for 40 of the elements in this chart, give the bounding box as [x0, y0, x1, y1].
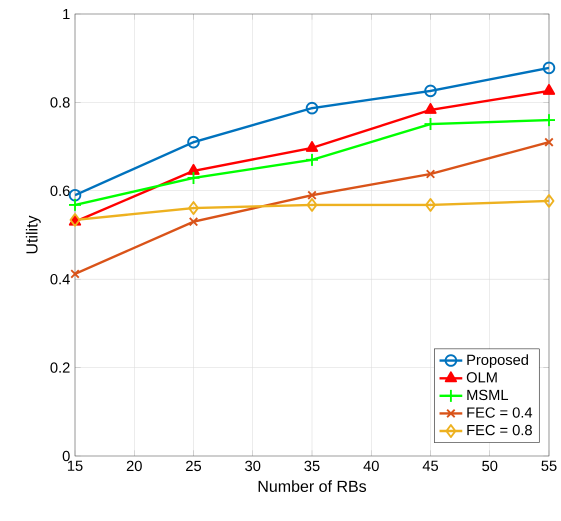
point — [68, 188, 82, 202]
y-tick-label: 0.6 — [50, 186, 70, 196]
point — [68, 198, 82, 212]
x-tick-label: 55 — [541, 460, 557, 471]
x-axis-title: Number of RBs — [258, 480, 366, 492]
point — [544, 137, 554, 147]
x-tick-label: 30 — [245, 460, 260, 472]
legend-label: MSML — [467, 390, 508, 400]
x-tick-label: 15 — [68, 460, 83, 471]
point — [425, 198, 436, 212]
legend-label: OLM — [466, 372, 497, 383]
y-tick-label: 0 — [62, 450, 70, 462]
y-axis-title: Utility — [26, 215, 41, 254]
point — [186, 171, 200, 185]
x-tick-label: 35 — [304, 460, 320, 472]
legend-label: FEC = 0.8 — [467, 424, 532, 436]
point — [188, 201, 199, 215]
x-tick-label: 45 — [422, 460, 438, 471]
point — [424, 84, 437, 98]
point — [306, 198, 318, 212]
y-tick-label: 0.4 — [50, 274, 70, 284]
x-tick-label: 20 — [126, 460, 142, 472]
point — [542, 62, 556, 74]
legend-label: Proposed — [467, 354, 528, 368]
point — [426, 169, 436, 179]
point — [188, 217, 198, 226]
y-tick-label: 0.8 — [50, 97, 70, 108]
point — [542, 113, 556, 128]
point — [307, 190, 317, 200]
point — [70, 269, 80, 279]
point — [187, 136, 200, 148]
point — [544, 194, 554, 208]
y-tick-label: 0.2 — [50, 362, 70, 373]
point — [305, 152, 319, 167]
y-tick-label: 1 — [63, 8, 70, 20]
legend-label: FEC = 0.4 — [467, 407, 532, 418]
x-tick-label: 40 — [363, 460, 379, 472]
x-tick-label: 50 — [482, 460, 498, 472]
point — [306, 102, 318, 114]
x-tick-label: 25 — [186, 460, 202, 472]
